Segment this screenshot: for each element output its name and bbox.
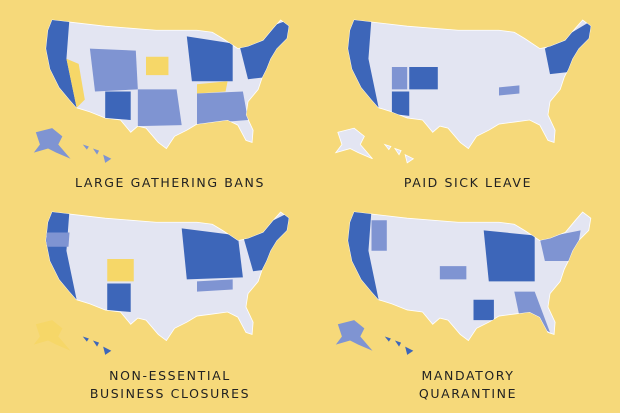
map-label: NON-ESSENTIAL xyxy=(109,368,231,383)
map-label: MANDATORY xyxy=(421,368,514,383)
us-map xyxy=(335,211,592,355)
map-label: BUSINESS CLOSURES xyxy=(90,386,250,401)
map-label: QUARANTINE xyxy=(419,386,517,401)
us-map xyxy=(33,19,290,163)
map-label: LARGE GATHERING BANS xyxy=(75,175,265,190)
map-label: PAID SICK LEAVE xyxy=(404,175,532,190)
us-map xyxy=(33,211,290,355)
us-map xyxy=(335,19,592,164)
